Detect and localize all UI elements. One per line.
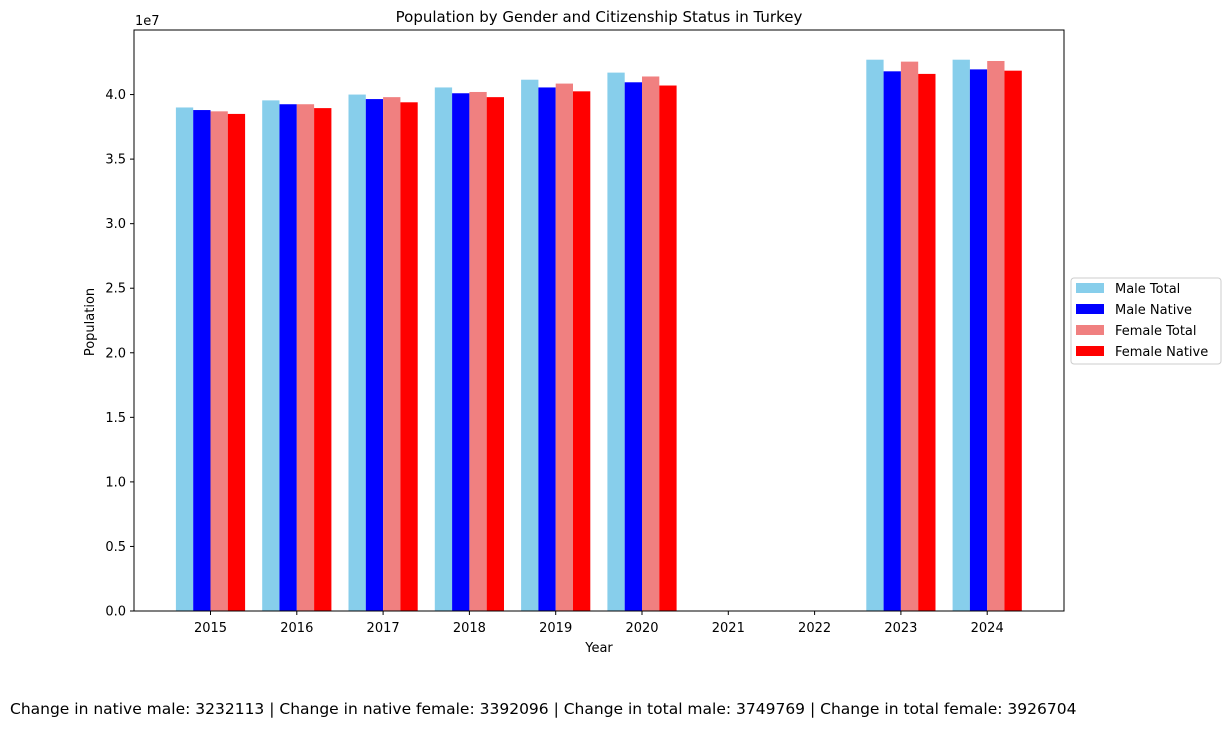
bar-female-total-2018: [469, 91, 487, 612]
bars-group: [175, 59, 1022, 612]
bar-female-native-2018: [486, 97, 504, 611]
x-tick-label: 2016: [280, 621, 313, 636]
y-tick-label: 3.5: [105, 153, 126, 168]
y-tick-label: 0.0: [105, 605, 126, 620]
x-axis: 2015 2016 2017 2018 2019 2020 2021 2022 2023 2024: [194, 611, 1004, 636]
bar-female-native-2016: [314, 108, 332, 612]
x-tick-label: 2019: [539, 621, 572, 636]
bar-female-native-2024: [1004, 70, 1022, 612]
y-tick-label: 3.0: [105, 217, 126, 232]
y-axis: 0.0 0.5 1.0 1.5 2.0 2.5 3.0 3.5 4.0: [105, 88, 134, 620]
bar-female-total-2020: [642, 76, 660, 612]
bar-male-total-2018: [434, 87, 453, 611]
x-tick-label: 2018: [453, 621, 486, 636]
bar-male-total-2024: [952, 59, 970, 611]
bar-female-total-2017: [383, 97, 401, 611]
bar-male-total-2020: [607, 72, 625, 612]
x-tick-label: 2023: [884, 621, 917, 636]
legend-swatch-male-total: [1076, 283, 1104, 293]
bar-female-native-2017: [400, 102, 418, 612]
x-tick-label: 2017: [367, 621, 400, 636]
bar-male-native-2018: [452, 93, 470, 611]
y-tick-label: 2.5: [105, 282, 126, 297]
legend-label-male-total: Male Total: [1115, 282, 1180, 297]
bar-male-native-2017: [365, 99, 384, 611]
legend-swatch-female-total: [1076, 325, 1104, 335]
legend-label-female-total: Female Total: [1115, 324, 1197, 339]
bar-male-total-2016: [262, 100, 280, 612]
legend-label-male-native: Male Native: [1115, 303, 1192, 318]
bar-female-total-2024: [987, 60, 1005, 612]
y-scale-label: 1e7: [135, 14, 160, 29]
bar-male-native-2016: [279, 104, 297, 612]
chart: Population by Gender and Citizenship Sta…: [83, 8, 1222, 656]
bar-male-native-2019: [538, 87, 556, 611]
legend: Male Total Male Native Female Total Female …: [1070, 277, 1222, 365]
bar-male-total-2015: [175, 107, 194, 611]
bar-male-native-2024: [969, 69, 988, 611]
legend-swatch-male-native: [1076, 304, 1104, 314]
legend-frame: [1070, 277, 1222, 365]
y-tick-label: 2.0: [105, 346, 126, 361]
bar-male-total-2017: [348, 94, 366, 611]
bar-female-native-2020: [659, 85, 677, 611]
plot-frame: [133, 29, 1065, 612]
y-axis-title: Population: [83, 288, 98, 356]
bar-female-total-2023: [900, 61, 919, 611]
x-tick-label: 2022: [798, 621, 831, 636]
bar-male-native-2015: [193, 110, 211, 612]
x-axis-title: Year: [584, 641, 613, 656]
bar-female-native-2023: [918, 73, 936, 611]
bar-male-total-2019: [521, 79, 539, 611]
legend-label-female-native: Female Native: [1115, 345, 1208, 360]
legend-swatch-female-native: [1076, 346, 1104, 356]
bar-female-total-2015: [210, 111, 228, 611]
bar-male-native-2023: [883, 71, 901, 611]
bar-male-total-2023: [866, 59, 884, 611]
chart-title: Population by Gender and Citizenship Sta…: [396, 8, 803, 26]
x-tick-label: 2020: [625, 621, 658, 636]
y-tick-label: 4.0: [105, 88, 126, 103]
x-tick-label: 2015: [194, 621, 227, 636]
y-tick-label: 0.5: [105, 540, 126, 555]
bar-female-native-2015: [227, 113, 246, 612]
bar-female-native-2019: [573, 91, 591, 611]
x-tick-label: 2021: [712, 621, 745, 636]
footer-change-summary: Change in native male: 3232113 | Change …: [10, 700, 1077, 718]
x-tick-label: 2024: [971, 621, 1004, 636]
bar-female-total-2016: [296, 104, 315, 612]
y-tick-label: 1.0: [105, 475, 126, 490]
bar-male-native-2020: [624, 82, 642, 612]
bar-female-total-2019: [555, 83, 573, 611]
y-tick-label: 1.5: [105, 411, 126, 426]
